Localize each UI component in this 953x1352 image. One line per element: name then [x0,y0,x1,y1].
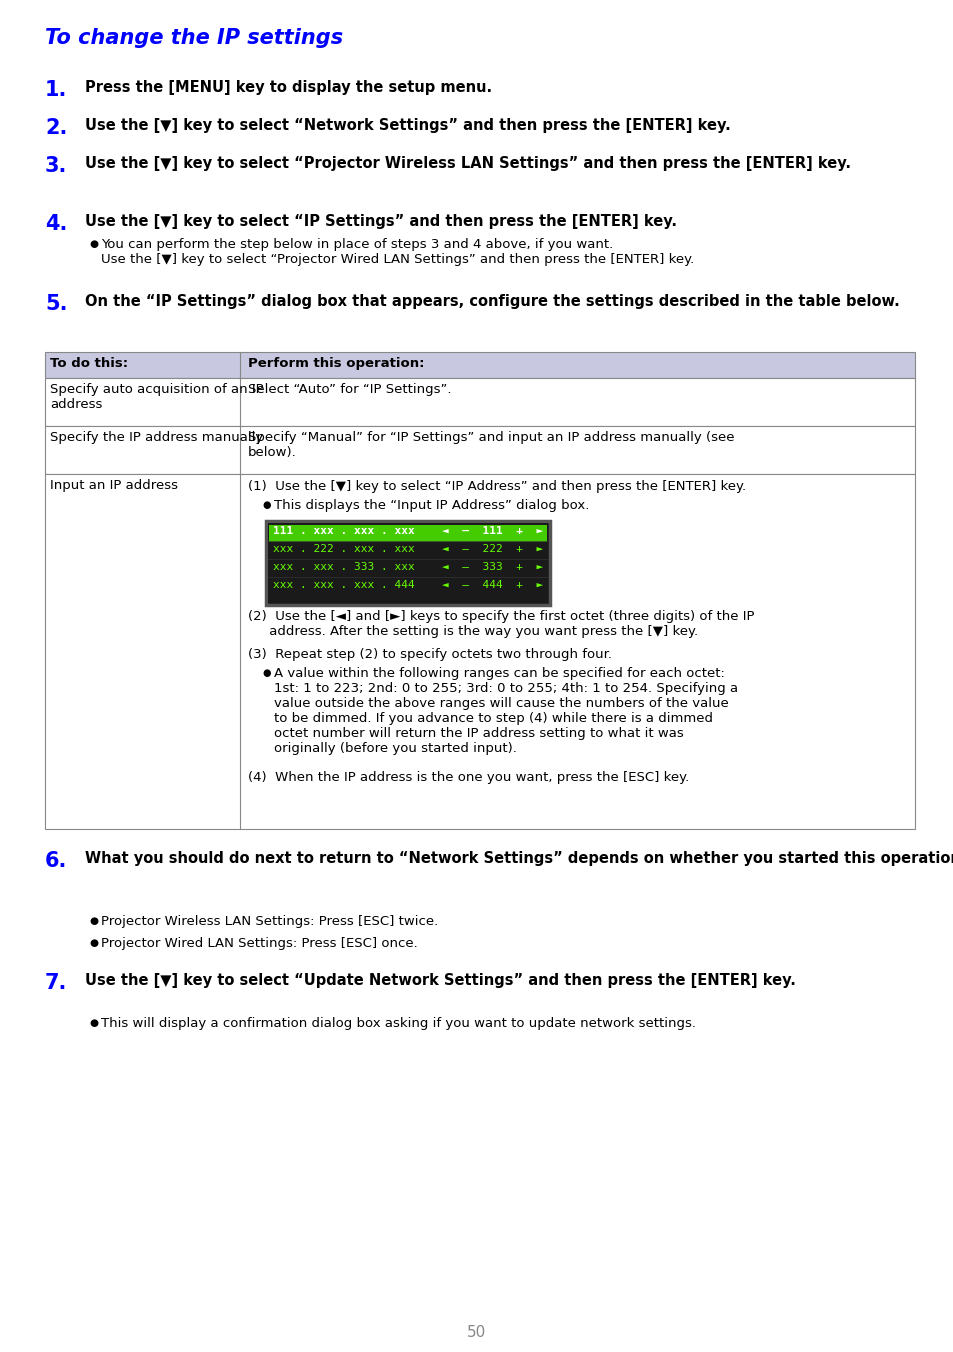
Text: What you should do next to return to “Network Settings” depends on whether you s: What you should do next to return to “Ne… [85,850,953,867]
Text: (2)  Use the [◄] and [►] keys to specify the first octet (three digits) of the I: (2) Use the [◄] and [►] keys to specify … [248,610,754,638]
Text: Input an IP address: Input an IP address [50,479,178,492]
Text: 3.: 3. [45,155,68,176]
Text: ●: ● [89,239,98,249]
Text: Use the [▼] key to select “Projector Wireless LAN Settings” and then press the [: Use the [▼] key to select “Projector Wir… [85,155,850,170]
Bar [266,521,550,604]
Text: Use the [▼] key to select “Update Network Settings” and then press the [ENTER] k: Use the [▼] key to select “Update Networ… [85,973,795,988]
Text: 5.: 5. [45,293,68,314]
Bar [45,379,914,426]
Text: ●: ● [89,917,98,926]
Text: Perform this operation:: Perform this operation: [248,357,424,370]
Text: Specify the IP address manually: Specify the IP address manually [50,431,263,443]
Text: A value within the following ranges can be specified for each octet:
1st: 1 to 2: A value within the following ranges can … [274,667,738,754]
Bar [269,525,546,542]
Text: Use the [▼] key to select “IP Settings” and then press the [ENTER] key.: Use the [▼] key to select “IP Settings” … [85,214,677,228]
Text: xxx . 222 . xxx . xxx: xxx . 222 . xxx . xxx [273,544,415,554]
Text: 1.: 1. [45,80,68,100]
Text: This displays the “Input IP Address” dialog box.: This displays the “Input IP Address” dia… [274,499,589,512]
Text: 6.: 6. [45,850,68,871]
Text: (4)  When the IP address is the one you want, press the [ESC] key.: (4) When the IP address is the one you w… [248,771,688,784]
Bar [45,426,914,475]
Text: This will display a confirmation dialog box asking if you want to update network: This will display a confirmation dialog … [101,1017,696,1030]
Text: 7.: 7. [45,973,68,992]
Text: (3)  Repeat step (2) to specify octets two through four.: (3) Repeat step (2) to specify octets tw… [248,648,612,661]
Text: ●: ● [89,938,98,948]
Bar [45,352,914,379]
Text: ◄  –  444  +  ►: ◄ – 444 + ► [441,580,542,589]
Text: ●: ● [262,500,271,510]
Text: 50: 50 [467,1325,486,1340]
Text: 2.: 2. [45,118,68,138]
Text: xxx . xxx . 333 . xxx: xxx . xxx . 333 . xxx [273,562,415,572]
Text: ◄  –  222  +  ►: ◄ – 222 + ► [441,544,542,554]
Text: ◄  –  111  +  ►: ◄ – 111 + ► [441,526,542,535]
Text: You can perform the step below in place of steps 3 and 4 above, if you want.
Use: You can perform the step below in place … [101,238,694,266]
Text: Press the [MENU] key to display the setup menu.: Press the [MENU] key to display the setu… [85,80,492,95]
Text: Specify auto acquisition of an IP
address: Specify auto acquisition of an IP addres… [50,383,263,411]
Text: Projector Wireless LAN Settings: Press [ESC] twice.: Projector Wireless LAN Settings: Press [… [101,915,437,927]
Text: xxx . xxx . xxx . 444: xxx . xxx . xxx . 444 [273,580,415,589]
Text: To change the IP settings: To change the IP settings [45,28,343,49]
Text: 111 . xxx . xxx . xxx: 111 . xxx . xxx . xxx [273,526,415,535]
Text: ◄  –  333  +  ►: ◄ – 333 + ► [441,562,542,572]
Text: Select “Auto” for “IP Settings”.: Select “Auto” for “IP Settings”. [248,383,451,396]
Text: 4.: 4. [45,214,68,234]
Text: ●: ● [89,1018,98,1028]
Text: (1)  Use the [▼] key to select “IP Address” and then press the [ENTER] key.: (1) Use the [▼] key to select “IP Addres… [248,480,745,493]
Text: Specify “Manual” for “IP Settings” and input an IP address manually (see
below).: Specify “Manual” for “IP Settings” and i… [248,431,734,458]
Text: To do this:: To do this: [50,357,128,370]
Text: On the “IP Settings” dialog box that appears, configure the settings described i: On the “IP Settings” dialog box that app… [85,293,899,310]
Bar [268,523,547,603]
Text: Use the [▼] key to select “Network Settings” and then press the [ENTER] key.: Use the [▼] key to select “Network Setti… [85,118,730,132]
Bar [45,475,914,829]
Text: Projector Wired LAN Settings: Press [ESC] once.: Projector Wired LAN Settings: Press [ESC… [101,937,417,950]
Text: ●: ● [262,668,271,677]
